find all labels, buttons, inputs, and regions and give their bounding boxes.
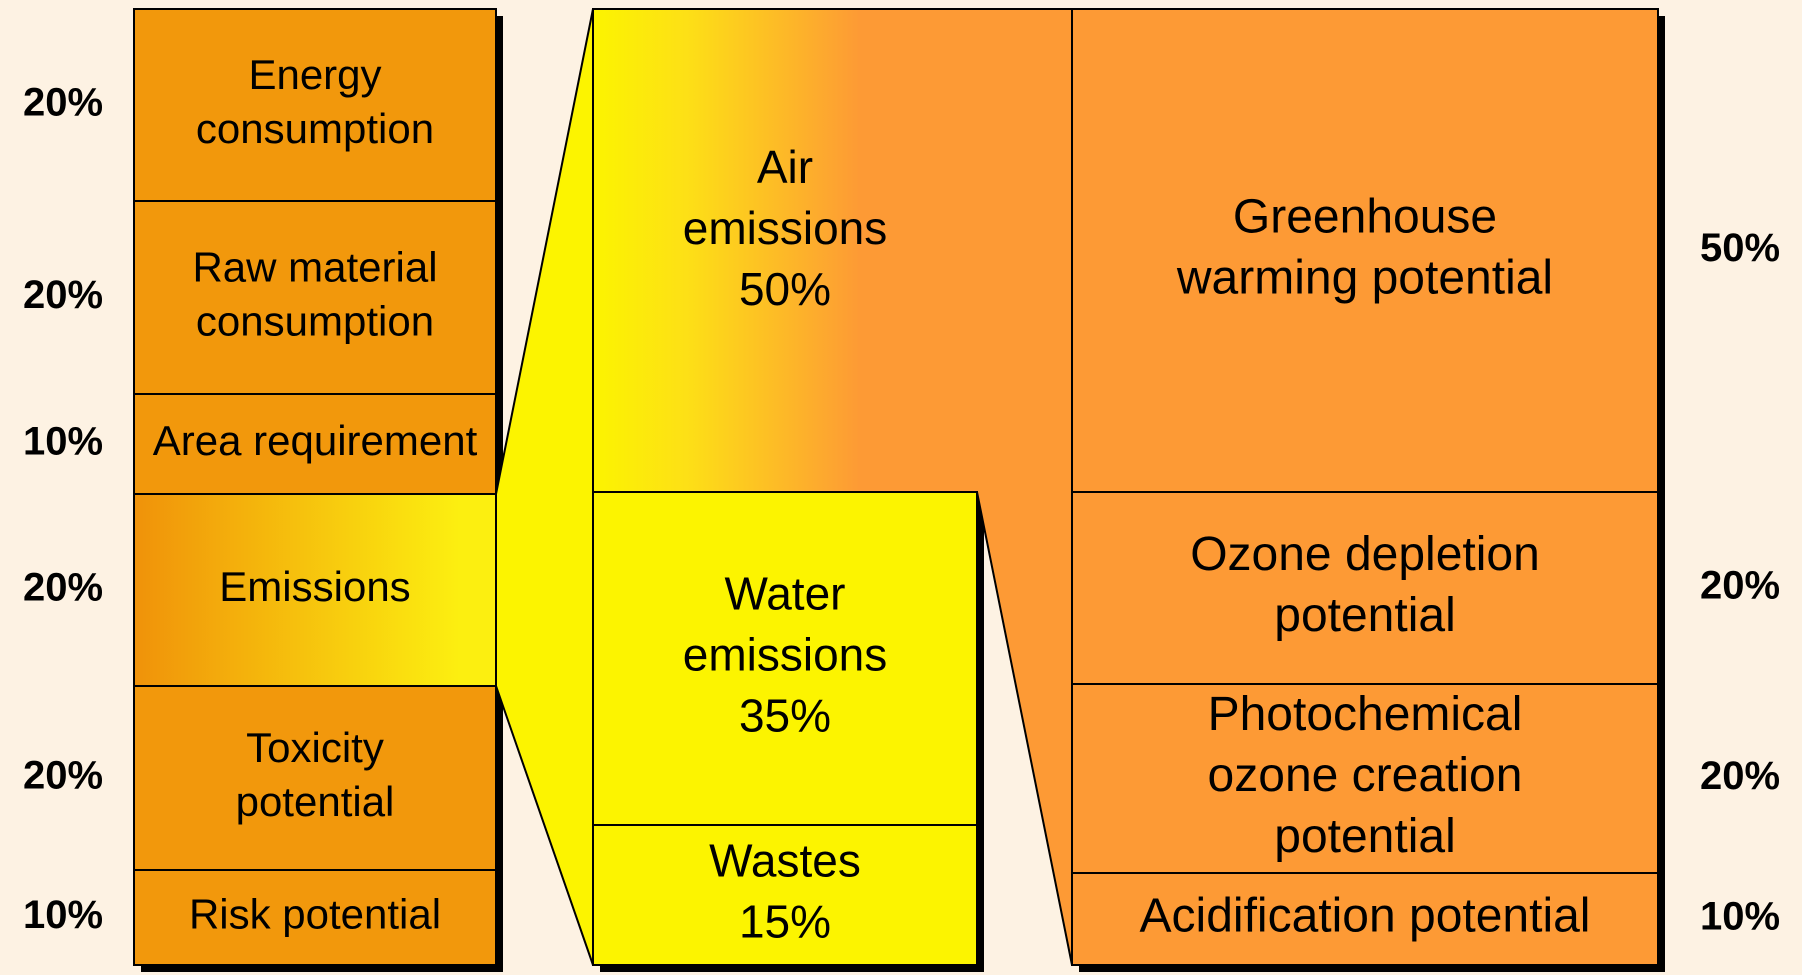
cell: [133, 493, 497, 687]
cell: [133, 685, 497, 871]
percent-label: 10%: [23, 893, 103, 937]
cell-label: potential: [1274, 589, 1455, 642]
cell-label: emissions: [683, 202, 888, 254]
cell-label: Energy: [248, 51, 381, 98]
cell-label: 35%: [739, 690, 831, 742]
percent-label: 20%: [1700, 754, 1780, 798]
percent-label: 20%: [23, 273, 103, 317]
percent-label: 20%: [23, 81, 103, 125]
cell-label: Area requirement: [153, 417, 478, 464]
cell-label: Emissions: [219, 563, 410, 610]
air-region: [592, 8, 1073, 966]
cell: [1071, 872, 1659, 966]
cell-label: Raw material: [192, 244, 437, 291]
cell-label: potential: [236, 778, 395, 825]
cell-label: consumption: [196, 298, 434, 345]
percent-label: 50%: [1700, 226, 1780, 270]
cell-label: 50%: [739, 263, 831, 315]
cell-label: Wastes: [709, 835, 861, 887]
percent-label: 20%: [1700, 564, 1780, 608]
percent-label: 10%: [1700, 895, 1780, 939]
cell-label: emissions: [683, 629, 888, 681]
cell-label: Photochemical: [1208, 688, 1523, 741]
cell: [133, 393, 497, 495]
cells: Energy consumption 20% Raw material consumpt…: [23, 8, 1780, 966]
cell-label: potential: [1274, 810, 1455, 863]
cell: [592, 824, 978, 966]
cell-label: Water: [725, 568, 846, 620]
percent-label: 20%: [23, 566, 103, 610]
cell-label: Toxicity: [246, 724, 384, 771]
cell-label: Risk potential: [189, 891, 441, 938]
cell-label: Acidification potential: [1140, 890, 1591, 943]
cell: [1071, 8, 1659, 493]
cell: [592, 491, 978, 826]
cell-label: Ozone depletion: [1190, 528, 1540, 581]
cell-label: Air: [757, 141, 813, 193]
cell-label: 15%: [739, 896, 831, 948]
percent-label: 10%: [23, 420, 103, 464]
cell: [133, 200, 497, 395]
cell-label: Greenhouse: [1233, 191, 1497, 244]
cell: [133, 869, 497, 966]
cell-label: ozone creation: [1208, 749, 1523, 802]
cell: [133, 8, 497, 202]
cell-label: warming potential: [1176, 252, 1553, 305]
cell-label: consumption: [196, 105, 434, 152]
cell: [1071, 683, 1659, 874]
cell: [1071, 491, 1659, 685]
percent-label: 20%: [23, 754, 103, 798]
